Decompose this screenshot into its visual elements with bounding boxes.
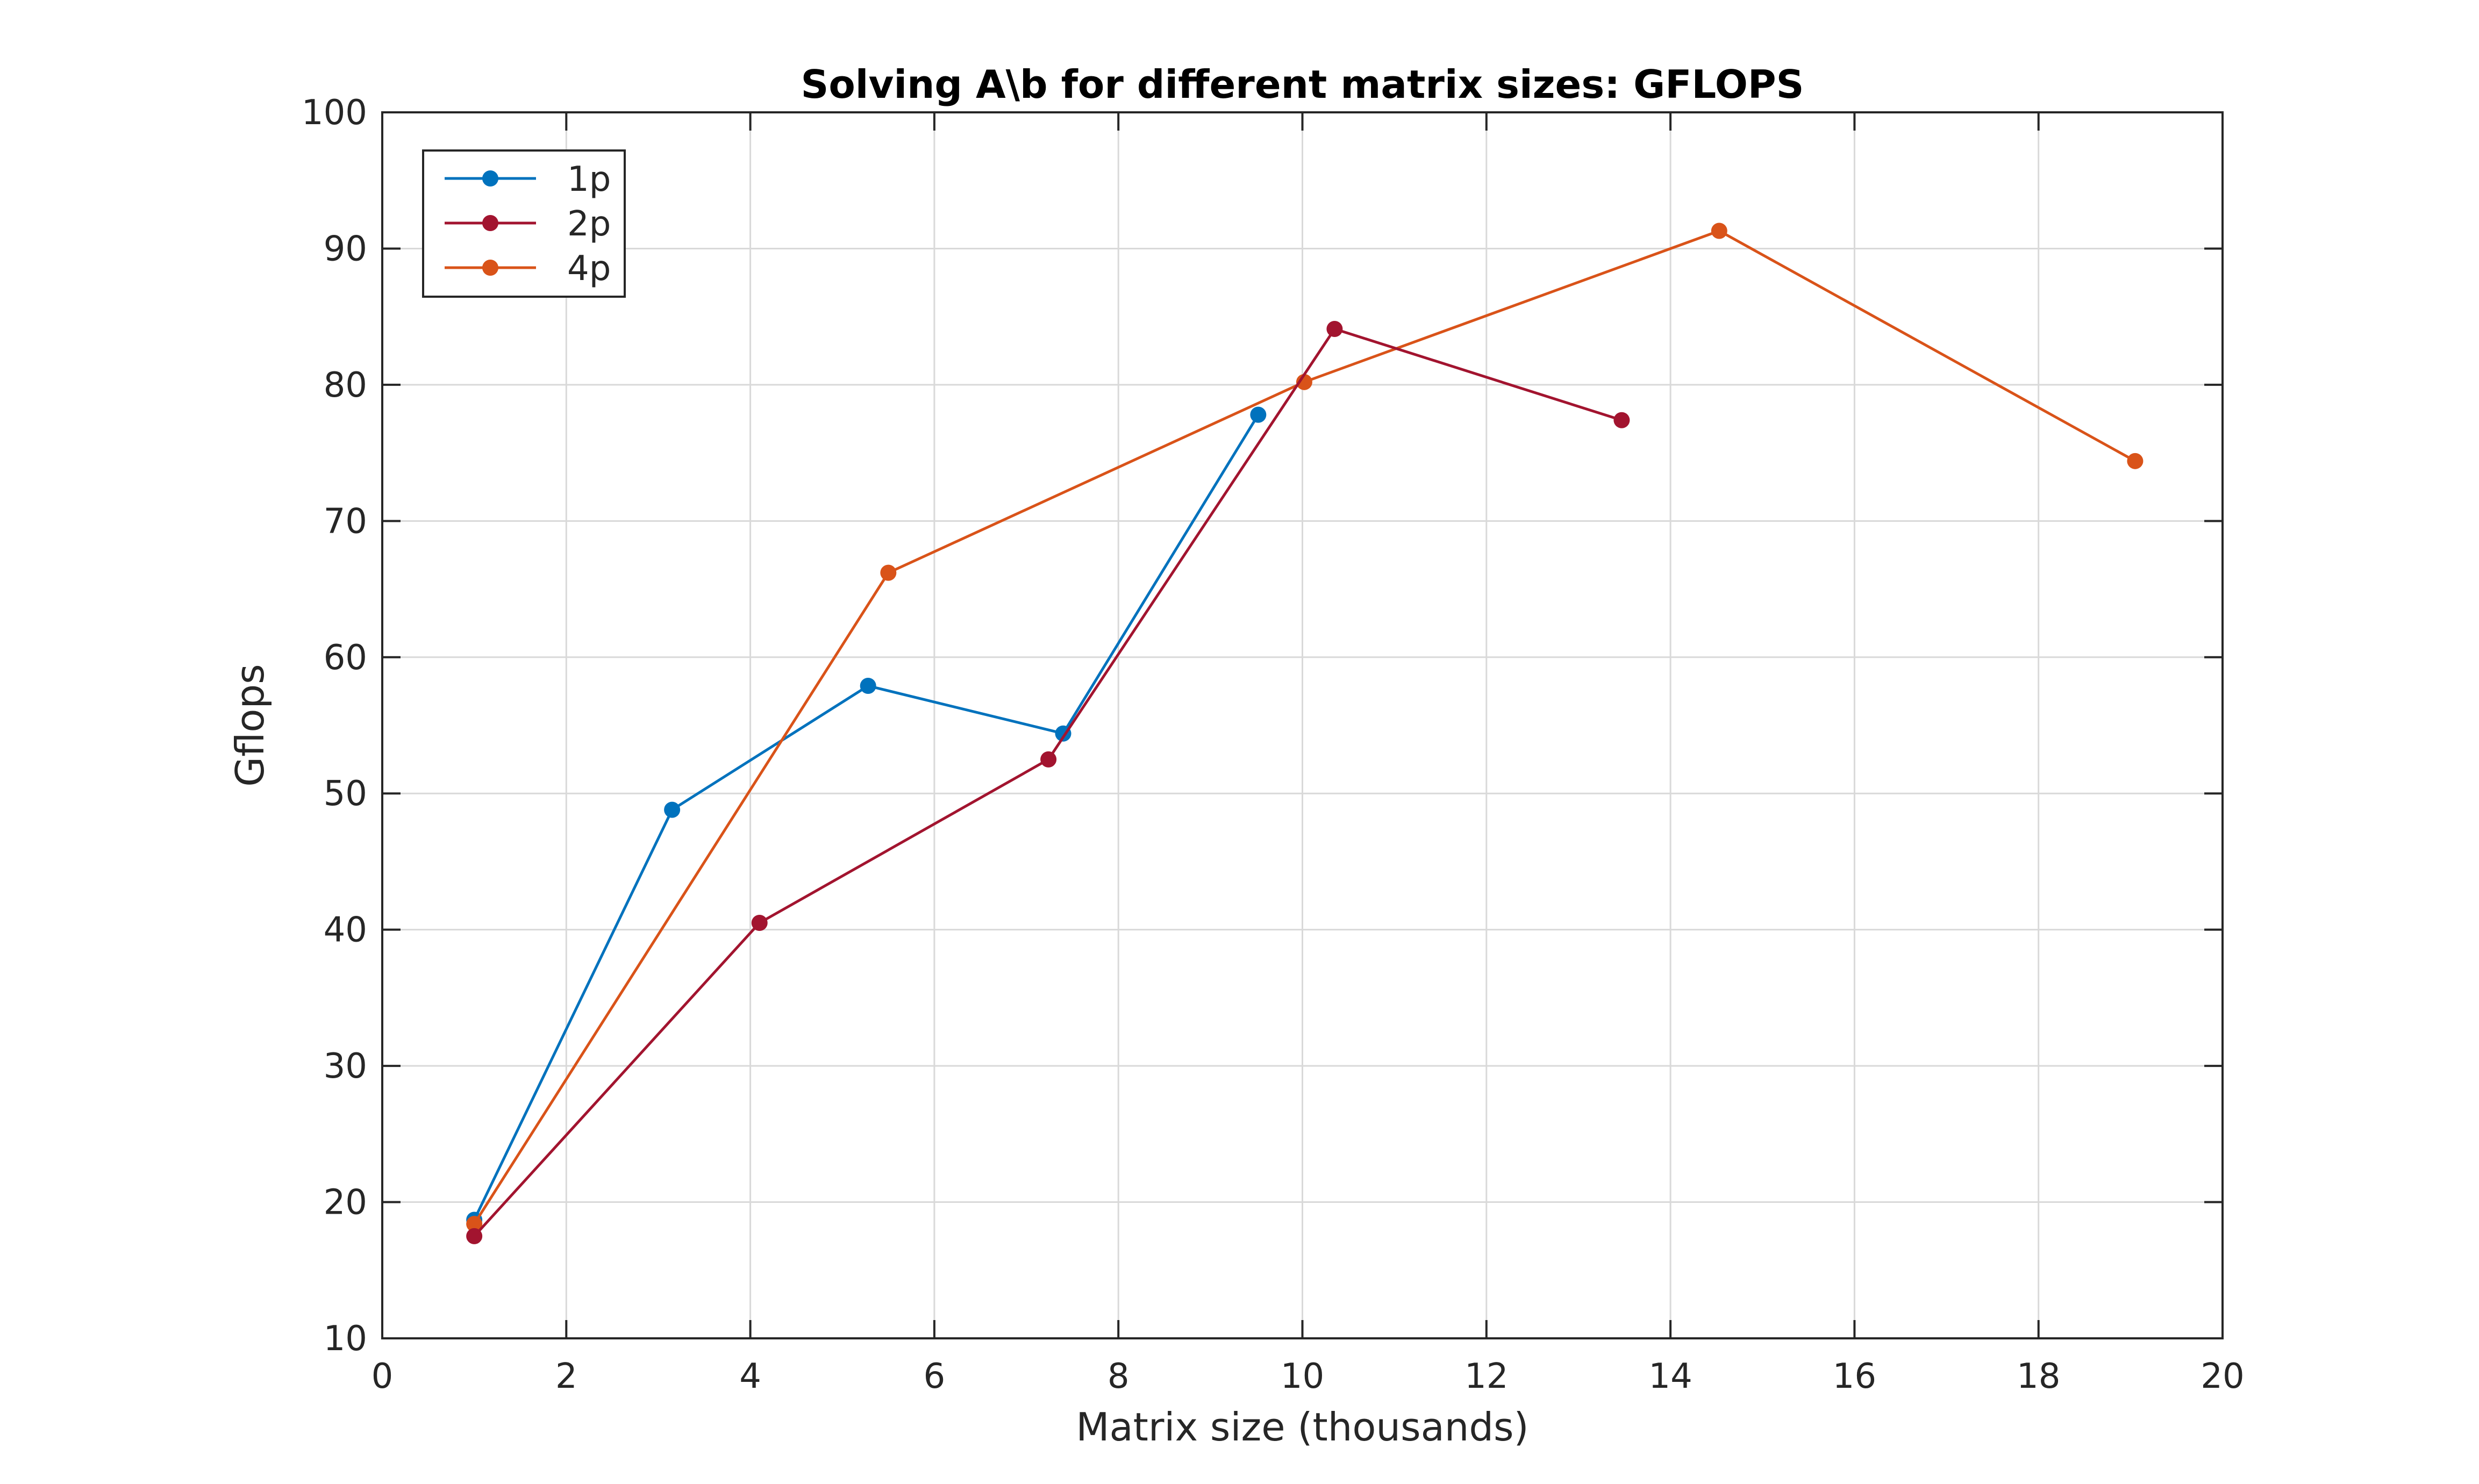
x-tick-label: 8 xyxy=(1108,1357,1130,1396)
data-point-2p xyxy=(1040,751,1057,768)
x-tick-label: 6 xyxy=(924,1357,946,1396)
y-tick-label: 90 xyxy=(324,229,367,269)
x-tick-label: 10 xyxy=(1281,1357,1324,1396)
series-line-2p xyxy=(473,327,1623,1237)
ticks: 0 2 4 6 8 10 12 14 16 18 20 10 20 30 40 50 60 70 80 90 100 xyxy=(302,93,2245,1396)
series-1p xyxy=(466,406,1267,1228)
y-tick-label: 30 xyxy=(324,1046,367,1086)
data-point-4p xyxy=(1711,223,1727,239)
legend: 1p 2p 4p xyxy=(422,149,626,298)
data-point-2p xyxy=(1613,412,1630,428)
x-tick-label: 14 xyxy=(1648,1357,1692,1396)
data-point-2p xyxy=(1326,320,1343,337)
legend-label-2p: 2p xyxy=(567,204,611,244)
x-tick-label: 0 xyxy=(372,1357,394,1396)
data-series xyxy=(466,223,2144,1244)
y-tick-label: 10 xyxy=(324,1319,367,1359)
x-tick-label: 12 xyxy=(1464,1357,1508,1396)
data-point-1p xyxy=(860,678,876,694)
x-tick-label: 20 xyxy=(2201,1357,2244,1396)
chart-title: Solving A\b for different matrix sizes: … xyxy=(801,62,1804,107)
data-point-2p xyxy=(751,914,768,931)
y-tick-label: 60 xyxy=(324,638,367,678)
data-point-4p xyxy=(1296,374,1312,390)
x-tick-label: 18 xyxy=(2017,1357,2060,1396)
series-4p xyxy=(466,223,2144,1232)
series-line-1p xyxy=(473,414,1260,1221)
legend-swatch-marker xyxy=(482,260,498,276)
y-tick-label: 70 xyxy=(324,501,367,541)
legend-label-1p: 1p xyxy=(567,160,611,199)
data-point-4p xyxy=(880,564,897,581)
y-tick-label: 20 xyxy=(324,1183,367,1223)
y-tick-label: 100 xyxy=(302,93,367,133)
y-tick-label: 80 xyxy=(324,365,367,405)
y-tick-label: 50 xyxy=(324,774,367,814)
data-point-1p xyxy=(664,801,681,818)
x-tick-label: 16 xyxy=(1833,1357,1876,1396)
data-point-1p xyxy=(1250,406,1267,423)
x-axis-label: Matrix size (thousands) xyxy=(1076,1404,1528,1450)
legend-swatch-marker xyxy=(482,215,498,231)
y-axis-label: Gflops xyxy=(227,664,273,786)
y-tick-label: 40 xyxy=(324,911,367,950)
series-2p xyxy=(466,320,1630,1244)
x-tick-label: 4 xyxy=(739,1357,761,1396)
grid-lines xyxy=(382,112,2223,1338)
legend-swatch-marker xyxy=(482,170,498,187)
data-point-4p xyxy=(2127,453,2144,469)
data-point-4p xyxy=(466,1216,483,1232)
x-tick-label: 2 xyxy=(555,1357,577,1396)
data-point-2p xyxy=(466,1228,483,1244)
legend-label-4p: 4p xyxy=(567,249,611,289)
